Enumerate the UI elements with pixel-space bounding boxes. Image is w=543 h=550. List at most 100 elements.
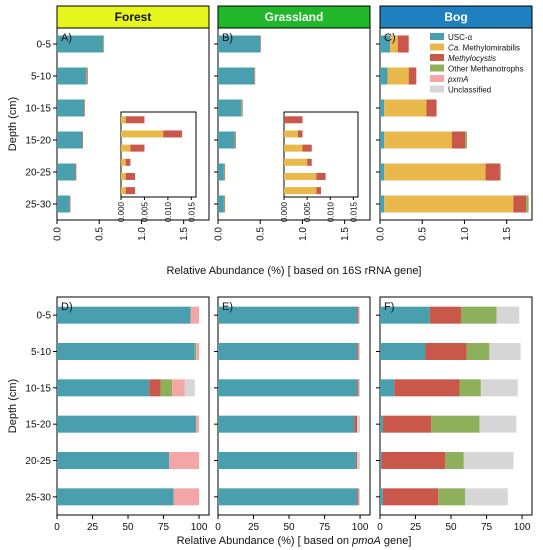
bar-usc-alpha-20-25 [218, 452, 356, 469]
x-tick-label: 0 [54, 522, 60, 533]
panel-header [217, 5, 371, 29]
bar-usc-alpha-0-5 [57, 35, 104, 53]
bar-usc-alpha-20-25 [380, 452, 382, 469]
inset-bar-ca-methylomirabilis-15-20 [121, 158, 126, 166]
bar-ca-methylomirabilis-0-5 [390, 35, 398, 53]
bar-unclassified-10-15 [184, 379, 195, 397]
bar-ca-methylomirabilis-5-10 [86, 67, 88, 85]
inset-bar-ca-methylomirabilis-20-25 [121, 172, 126, 180]
inset-x-tick-label: 0.010 [326, 201, 335, 222]
x-axis-label-part: Relative Abundance (%) [ based on [177, 535, 353, 547]
inset-frame [283, 111, 359, 198]
inset-frame [120, 111, 197, 198]
panel-header-title: Bog [444, 10, 467, 24]
bar-usc-alpha-15-20 [218, 415, 355, 433]
bar-usc-alpha-25-30 [380, 195, 385, 213]
inset-bar-methylocystis-0-5 [125, 116, 145, 124]
bar-unclassified-10-15 [480, 379, 518, 397]
panel-d: 0-5 5-10 10-15 15-20 20-25 25-30 0 25 50 75 100 D) [25, 296, 210, 533]
x-tick-label: 0.0 [53, 227, 64, 241]
legend-label: USC-α [448, 33, 473, 42]
x-tick-label: 0.5 [418, 227, 429, 241]
bar-methylocystis-10-15 [426, 99, 437, 117]
bar-methylocystis-5-10 [254, 67, 256, 85]
bar-pxma-25-30 [173, 488, 200, 506]
bar-ca-methylomirabilis-15-20 [384, 131, 452, 149]
panel-header-title: Forest [115, 10, 152, 24]
inset-bar-methylocystis-20-25 [316, 172, 326, 180]
bar-methylocystis-10-15 [394, 379, 460, 397]
bar-usc-alpha-25-30 [57, 488, 174, 506]
x-tick-label: 75 [481, 522, 493, 533]
bar-methylocystis-5-10 [357, 343, 359, 360]
panel-letter: C) [384, 32, 396, 44]
legend-label-text: Other Methanotrophs [448, 65, 524, 74]
bar-methylocystis-5-10 [408, 67, 417, 85]
bar-usc-alpha-0-5 [218, 306, 358, 324]
bar-unclassified-15-20 [357, 415, 361, 433]
bar-other-methanotrophs-0-5 [460, 306, 497, 324]
inset-bar-ca-methylomirabilis-15-20 [284, 158, 308, 166]
x-tick-label: 75 [319, 522, 331, 533]
bar-other-methanotrophs-15-20 [431, 415, 480, 433]
bar-usc-alpha-20-25 [380, 163, 385, 181]
bar-usc-alpha-0-5 [380, 35, 391, 53]
inset-bar-methylocystis-15-20 [307, 158, 312, 166]
bar-other-methanotrophs-20-25 [445, 452, 464, 469]
bar-pxma-20-25 [169, 452, 200, 469]
panel-letter: A) [61, 32, 72, 44]
inset-bar-ca-methylomirabilis-5-10 [121, 130, 164, 138]
bar-usc-alpha-15-20 [57, 131, 83, 149]
y-tick-label: 5-10 [31, 72, 51, 83]
bar-methylocystis-20-25 [485, 163, 500, 181]
bar-usc-alpha-5-10 [57, 67, 87, 85]
inset-x-tick-label: 0.015 [187, 201, 196, 222]
bar-methylocystis-20-25 [381, 452, 446, 469]
bar-usc-alpha-10-15 [57, 379, 150, 397]
bar-unclassified-0-5 [496, 306, 520, 324]
panel-e: 0 25 50 75 100 E) [214, 296, 371, 533]
y-axis-label-bottom: Depth (cm) [7, 379, 19, 433]
inset-chart: 0.000 0.005 0.010 0.015 [280, 111, 359, 222]
bar-methylocystis-5-10 [87, 67, 88, 85]
bar-methylocystis-15-20 [354, 415, 358, 433]
y-tick-label: 25-30 [25, 492, 51, 503]
legend-label: Unclassified [448, 86, 491, 95]
inset-bar-methylocystis-25-30 [316, 187, 321, 195]
y-tick-label: 15-20 [25, 136, 51, 147]
x-tick-label: 25 [248, 522, 260, 533]
inset-bar-ca-methylomirabilis-25-30 [121, 187, 126, 195]
bar-pxma-0-5 [190, 306, 200, 324]
inset-x-tick-label: 0.010 [164, 201, 173, 222]
bar-usc-alpha-0-5 [57, 306, 191, 324]
bar-usc-alpha-5-10 [380, 67, 388, 85]
bar-methylocystis-0-5 [397, 35, 409, 53]
bar-unclassified-25-30 [358, 488, 361, 506]
bar-ca-methylomirabilis-20-25 [384, 163, 486, 181]
bar-usc-alpha-5-10 [218, 67, 255, 85]
inset-bar-methylocystis-10-15 [130, 144, 145, 152]
bar-methylocystis-10-15 [84, 99, 85, 117]
inset-bar-ca-methylomirabilis-5-10 [284, 130, 298, 138]
bar-ca-methylomirabilis-15-20 [234, 131, 236, 149]
x-axis-label-top: Relative Abundance (%) [ based on 16S rR… [167, 265, 422, 277]
panel-c: 0.0 0.5 1.0 1.5 C) Bog [376, 5, 533, 241]
legend-swatch-usc-alpha [430, 33, 444, 40]
bar-other-methanotrophs-10-15 [160, 379, 173, 397]
x-axis-label-part: pmoA [351, 535, 381, 547]
bar-methylocystis-25-30 [382, 488, 439, 506]
x-tick-label: 25 [87, 522, 99, 533]
bar-usc-alpha-5-10 [57, 343, 195, 360]
inset-bar-methylocystis-20-25 [125, 172, 136, 180]
panel-header [379, 5, 533, 29]
bar-methylocystis-15-20 [82, 131, 84, 149]
bar-unclassified-0-5 [358, 306, 361, 324]
bar-usc-alpha-5-10 [380, 343, 426, 360]
bar-unclassified-15-20 [479, 415, 517, 433]
x-tick-label: 0.5 [95, 227, 106, 241]
inset-bar-methylocystis-10-15 [302, 144, 312, 152]
bar-unclassified-5-10 [358, 343, 361, 360]
y-tick-label: 0-5 [37, 311, 52, 322]
bar-ca-methylomirabilis-10-15 [241, 99, 243, 117]
